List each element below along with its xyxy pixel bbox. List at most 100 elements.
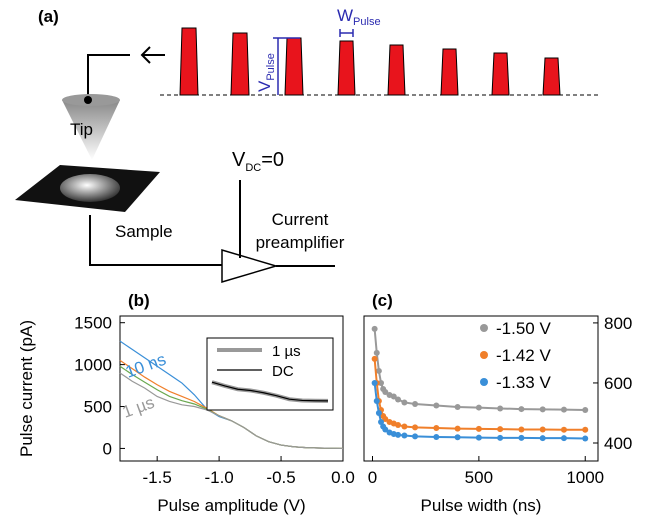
x-axis-label: Pulse amplitude (V) bbox=[157, 496, 305, 515]
x-tick-label: -0.5 bbox=[266, 468, 295, 487]
x-tick-label: 1000 bbox=[566, 468, 604, 487]
w-main: W bbox=[337, 6, 353, 25]
data-point bbox=[497, 405, 504, 412]
y-tick-label: 1500 bbox=[74, 314, 112, 333]
y-tick-label: 1000 bbox=[74, 356, 112, 375]
data-point bbox=[518, 426, 525, 433]
data-point bbox=[560, 435, 567, 442]
y-tick-label: 0 bbox=[103, 439, 112, 458]
y-axis-label: Pulse current (pA) bbox=[17, 320, 36, 457]
data-point bbox=[454, 403, 461, 410]
data-point bbox=[560, 406, 567, 413]
data-point bbox=[582, 406, 589, 413]
data-point bbox=[373, 397, 380, 404]
data-point bbox=[475, 425, 482, 432]
data-point bbox=[539, 406, 546, 413]
sample-bump bbox=[60, 174, 120, 202]
tip-label: Tip bbox=[70, 120, 93, 139]
vdc-rest: =0 bbox=[261, 149, 284, 171]
inset-legend-label: DC bbox=[272, 363, 294, 380]
data-point bbox=[518, 406, 525, 413]
w-sub: Pulse bbox=[353, 16, 381, 28]
curve-annotation: 10 ns bbox=[123, 350, 169, 382]
data-point bbox=[390, 393, 397, 400]
x-tick-label: -1.5 bbox=[143, 468, 172, 487]
data-point bbox=[433, 424, 440, 431]
inset-line bbox=[211, 381, 329, 402]
data-point bbox=[582, 435, 589, 442]
sample-label: Sample bbox=[115, 222, 173, 241]
data-point bbox=[373, 349, 380, 356]
data-point bbox=[497, 434, 504, 441]
data-point bbox=[539, 435, 546, 442]
panel-label: (a) bbox=[38, 7, 59, 26]
data-point bbox=[582, 426, 589, 433]
data-point bbox=[412, 433, 419, 440]
panel-label: (b) bbox=[128, 291, 150, 310]
legend-marker bbox=[480, 324, 488, 332]
data-point bbox=[401, 423, 408, 430]
fit-line bbox=[373, 358, 586, 431]
tip-contact bbox=[84, 96, 92, 104]
data-point bbox=[475, 404, 482, 411]
legend-label: -1.33 V bbox=[496, 373, 551, 392]
x-tick-label: 500 bbox=[465, 468, 493, 487]
data-point bbox=[539, 426, 546, 433]
data-point bbox=[401, 399, 408, 406]
data-point bbox=[497, 426, 504, 433]
data-point bbox=[395, 431, 402, 438]
data-point bbox=[401, 432, 408, 439]
fit-line bbox=[373, 328, 586, 411]
v-pulse-label: VPulse bbox=[255, 53, 277, 92]
x-tick-label: -1.0 bbox=[204, 468, 233, 487]
data-point bbox=[375, 409, 382, 416]
data-point bbox=[412, 400, 419, 407]
legend-label: -1.42 V bbox=[496, 346, 551, 365]
vdc-label: VDC=0 bbox=[232, 149, 284, 174]
y-tick-label: 500 bbox=[84, 398, 112, 417]
data-point bbox=[382, 426, 389, 433]
data-point bbox=[454, 434, 461, 441]
data-point bbox=[371, 379, 378, 386]
y-tick-label: 400 bbox=[604, 434, 632, 453]
wiring bbox=[87, 46, 335, 284]
vdc-sub: DC bbox=[245, 162, 261, 174]
plot-frame bbox=[363, 315, 599, 462]
x-axis-label: Pulse width (ns) bbox=[421, 496, 542, 515]
plot-frame bbox=[119, 315, 344, 462]
v-main: V bbox=[255, 80, 274, 92]
amplifier-label: Current bbox=[272, 210, 329, 229]
data-point bbox=[475, 434, 482, 441]
data-point bbox=[371, 325, 378, 332]
data-point bbox=[382, 415, 389, 422]
data-point bbox=[433, 433, 440, 440]
data-point bbox=[378, 418, 385, 425]
data-point bbox=[412, 424, 419, 431]
legend-marker bbox=[480, 351, 488, 359]
series-line bbox=[119, 372, 344, 450]
v-sub: Pulse bbox=[265, 53, 277, 81]
pulse-dimensions bbox=[273, 29, 354, 95]
pulse-train bbox=[179, 27, 561, 96]
x-tick-label: 0.0 bbox=[331, 468, 355, 487]
y-tick-label: 800 bbox=[604, 314, 632, 333]
tip-cone bbox=[62, 100, 120, 160]
panel-label: (c) bbox=[372, 291, 393, 310]
curve-annotation: 1 µs bbox=[120, 393, 157, 422]
w-pulse-label: WPulse bbox=[337, 6, 381, 28]
inset-legend-label: 1 µs bbox=[272, 343, 301, 360]
data-point bbox=[560, 426, 567, 433]
data-point bbox=[395, 396, 402, 403]
data-point bbox=[382, 388, 389, 395]
legend-label: -1.50 V bbox=[496, 319, 551, 338]
data-point bbox=[395, 421, 402, 428]
data-point bbox=[454, 425, 461, 432]
data-point bbox=[378, 379, 385, 386]
amplifier-label: preamplifier bbox=[256, 233, 345, 252]
data-point bbox=[518, 434, 525, 441]
x-tick-label: 0 bbox=[368, 468, 377, 487]
data-point bbox=[433, 402, 440, 409]
data-point bbox=[375, 367, 382, 374]
legend-marker bbox=[480, 378, 488, 386]
